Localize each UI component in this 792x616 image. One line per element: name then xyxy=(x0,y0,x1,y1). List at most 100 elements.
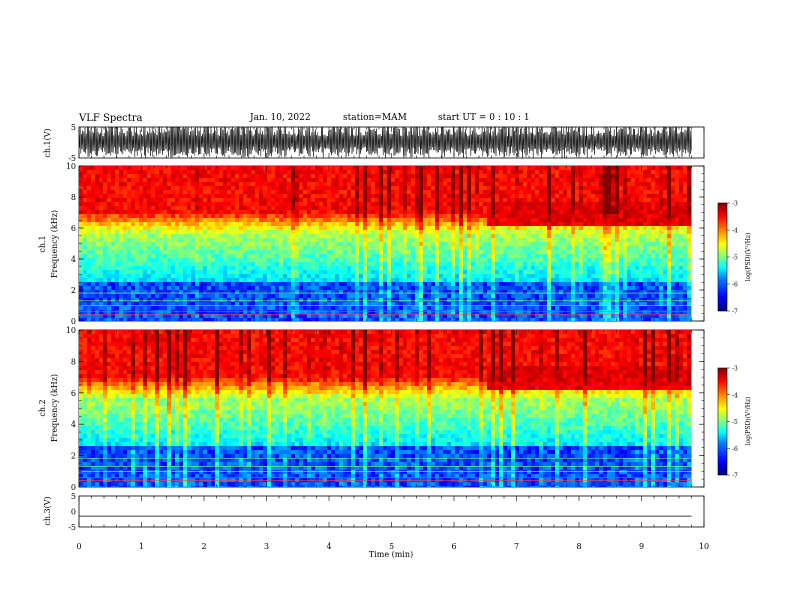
spectrogram-cell xyxy=(155,170,159,174)
spectrogram-cell xyxy=(427,274,431,278)
spectrogram-cell xyxy=(575,282,579,286)
spectrogram-cell xyxy=(423,198,427,202)
spectrogram-cell xyxy=(419,174,423,178)
spectrogram-cell xyxy=(83,214,87,218)
spectrogram-cell xyxy=(455,218,459,222)
spectrogram-cell xyxy=(331,186,335,190)
spectrogram-cell xyxy=(447,202,451,206)
spectrogram-cell xyxy=(491,270,495,274)
spectrogram-cell xyxy=(287,270,291,274)
spectrogram-cell xyxy=(587,210,591,214)
spectrogram-cell xyxy=(215,286,219,290)
spectrogram-cell xyxy=(327,274,331,278)
spectrogram-cell xyxy=(315,266,319,270)
spectrogram-cell xyxy=(171,266,175,270)
spectrogram-cell xyxy=(131,166,135,170)
spectrogram-cell xyxy=(491,278,495,282)
spectrogram-cell xyxy=(119,206,123,210)
spectrogram-cell xyxy=(259,282,263,286)
spectrogram-cell xyxy=(383,278,387,282)
spectrogram-cell xyxy=(219,210,223,214)
spectrogram-cell xyxy=(95,318,99,321)
spectrogram-cell xyxy=(459,234,463,238)
spectrogram-cell xyxy=(455,166,459,170)
spectrogram-cell xyxy=(299,218,303,222)
spectrogram-cell xyxy=(283,222,287,226)
spectrogram-cell xyxy=(371,226,375,230)
spectrogram-cell xyxy=(79,178,83,182)
spectrogram-cell xyxy=(515,206,519,210)
spectrogram-cell xyxy=(579,166,583,170)
spectrogram-cell xyxy=(399,306,403,310)
spectrogram-cell xyxy=(435,214,439,218)
spectrogram-cell xyxy=(99,194,103,198)
spectrogram-cell xyxy=(423,294,427,298)
spectrogram-cell xyxy=(107,190,111,194)
spectrogram-cell xyxy=(471,202,475,206)
spectrogram-cell xyxy=(95,278,99,282)
spectrogram-cell xyxy=(143,250,147,254)
spectrogram-cell xyxy=(255,174,259,178)
spectrogram-cell xyxy=(531,258,535,262)
spectrogram-cell xyxy=(195,242,199,246)
spectrogram-cell xyxy=(495,222,499,226)
spectrogram-cell xyxy=(547,222,551,226)
spectrogram-cell xyxy=(95,274,99,278)
spectrogram-cell xyxy=(347,166,351,170)
spectrogram-cell xyxy=(503,314,507,318)
spectrogram-cell xyxy=(139,238,143,242)
spectrogram-cell xyxy=(363,314,367,318)
spectrogram-cell xyxy=(555,210,559,214)
spectrogram-cell xyxy=(87,318,91,321)
spectrogram-cell xyxy=(335,202,339,206)
spectrogram-cell xyxy=(459,278,463,282)
spectrogram-cell xyxy=(455,290,459,294)
spectrogram-cell xyxy=(103,298,107,302)
spectrogram-cell xyxy=(207,270,211,274)
spectrogram-cell xyxy=(563,246,567,250)
spectrogram-cell xyxy=(551,194,555,198)
spectrogram-cell xyxy=(579,314,583,318)
spectrogram-cell xyxy=(255,274,259,278)
spectrogram-cell xyxy=(331,298,335,302)
spectrogram-cell xyxy=(387,202,391,206)
spectrogram-cell xyxy=(235,306,239,310)
spectrogram-cell xyxy=(303,210,307,214)
spectrogram-cell xyxy=(355,182,359,186)
spectrogram-cell xyxy=(519,210,523,214)
spectrogram-cell xyxy=(527,262,531,266)
spectrogram-cell xyxy=(567,254,571,258)
spectrogram-cell xyxy=(563,270,567,274)
spectrogram-cell xyxy=(579,246,583,250)
spectrogram-cell xyxy=(347,226,351,230)
spectrogram-cell xyxy=(291,294,295,298)
spectrogram-cell xyxy=(567,250,571,254)
spectrogram-cell xyxy=(571,318,575,321)
spectrogram-cell xyxy=(475,214,479,218)
spectrogram-cell xyxy=(419,178,423,182)
spectrogram-cell xyxy=(319,274,323,278)
spectrogram-cell xyxy=(323,302,327,306)
spectrogram-cell xyxy=(339,314,343,318)
spectrogram-cell xyxy=(223,278,227,282)
spectrogram-cell xyxy=(99,218,103,222)
spectrogram-cell xyxy=(155,250,159,254)
spectrogram-cell xyxy=(343,282,347,286)
spectrogram-cell xyxy=(191,178,195,182)
spectrogram-cell xyxy=(371,178,375,182)
spectrogram-cell xyxy=(251,318,255,321)
spectrogram-cell xyxy=(239,270,243,274)
spectrogram-cell xyxy=(307,186,311,190)
spectrogram-cell xyxy=(143,170,147,174)
spectrogram-cell xyxy=(119,226,123,230)
spectrogram-cell xyxy=(327,246,331,250)
spectrogram-cell xyxy=(195,270,199,274)
spectrogram-cell xyxy=(199,222,203,226)
spectrogram-cell xyxy=(535,286,539,290)
spectrogram-cell xyxy=(127,302,131,306)
spectrogram-cell xyxy=(427,306,431,310)
spectrogram-cell xyxy=(519,314,523,318)
spectrogram-cell xyxy=(447,182,451,186)
spectrogram-cell xyxy=(279,246,283,250)
spectrogram-cell xyxy=(451,174,455,178)
